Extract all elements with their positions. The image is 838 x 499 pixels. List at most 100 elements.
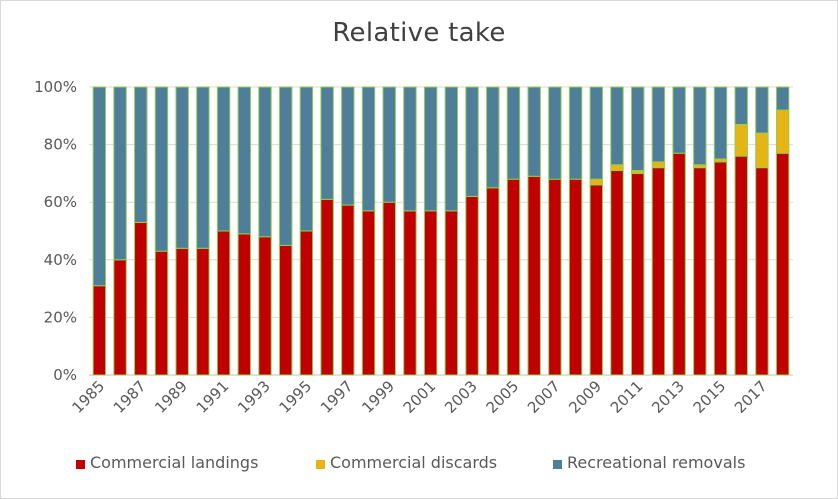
bar-segment: Commercial landings 1999: 60% [382,201,396,376]
x-tick-label: 1999 [358,377,398,417]
bar-segment: Commercial landings 1988: 43% [154,250,169,376]
bar-segment: Recreational removals 2000: 43% [403,86,417,212]
x-tick-label: 2007 [524,377,564,417]
bar-segment: Recreational removals 1991: 50% [216,86,231,232]
bar-segment: Commercial landings 1996: 61% [320,198,334,376]
bar-segment: Commercial discards 2017: 12% [755,132,769,169]
x-tick-label: 1991 [193,377,233,417]
bar-segment: Recreational removals 2015: 25% [713,86,728,160]
bar-segment: Recreational removals 2017: 16% [755,86,769,134]
bar-segment: Recreational removals 2007: 32% [548,86,562,180]
bar-segment: Recreational removals 1998: 43% [361,86,376,212]
bar-segment: Recreational removals 2009: 32% [589,86,604,180]
bar-segment: Commercial landings 2013: 77% [672,152,686,376]
bar-segment: Commercial landings 2000: 57% [403,210,417,376]
bar-segment: Recreational removals 2005: 32% [506,86,521,180]
bar-segment: Commercial discards 2012: 2% [651,161,666,169]
x-tick-label: 1993 [234,377,274,417]
bar-segment: Recreational removals 1994: 55% [278,86,293,246]
chart-title: Relative take [332,18,506,48]
bar-segment: Commercial landings 2014: 72% [693,167,707,376]
x-tick-label: 2005 [483,377,523,417]
y-tick-label: 0% [53,366,77,384]
bar-segment: Commercial discards 2010: 2% [610,164,624,172]
x-tick-label: 1995 [276,377,316,417]
bar-segment: Commercial landings 1986: 40% [113,259,127,376]
bar-segment: Recreational removals 2012: 26% [651,86,666,163]
bar-segment: Commercial landings 1993: 48% [258,236,272,376]
bar-segment: Commercial landings 1991: 50% [216,230,231,376]
bar-segment: Commercial landings 1985: 31% [92,285,107,376]
legend-label: Commercial landings [90,453,258,472]
bar-segment: Commercial discards 2018: 15% [775,109,790,154]
bar-segment: Recreational removals 2003: 38% [465,86,479,197]
bar-segment: Commercial landings 2009: 66% [589,184,604,376]
bar-segment: Recreational removals 1992: 51% [237,86,252,235]
bar-segment: Recreational removals 1999: 40% [382,86,396,203]
bar-segment: Recreational removals 2004: 35% [486,86,500,189]
x-tick-label: 1987 [110,377,150,417]
bar-segment: Commercial landings 2017: 72% [755,167,769,376]
x-tick-label: 2003 [441,377,481,417]
x-tick-label: 2015 [690,377,730,417]
bar-segment: Commercial discards 2009: 2% [589,178,604,186]
legend-swatch [553,460,562,469]
bar-segment: Recreational removals 2006: 31% [527,86,541,177]
bar-segment: Commercial landings 2015: 74% [713,161,728,376]
y-tick-label: 40% [44,251,77,269]
x-tick-label: 2013 [648,377,688,417]
x-tick-label: 2017 [731,377,771,417]
bar-segment: Commercial landings 2001: 57% [423,210,438,376]
bar-segment: Recreational removals 1993: 52% [258,86,272,238]
bar-segment: Commercial landings 1997: 59% [341,204,355,376]
bar-segment: Commercial landings 2011: 70% [630,172,645,376]
y-tick-label: 100% [34,78,77,96]
bar-segment: Recreational removals 1997: 41% [341,86,355,206]
bar-segment: Recreational removals 1990: 56% [196,86,210,249]
bar-segment: Commercial landings 2004: 65% [486,187,500,376]
bar-segment: Recreational removals 1989: 56% [175,86,189,249]
x-tick-label: 1989 [151,377,191,417]
bar-segment: Recreational removals 2018: 8% [775,86,790,111]
legend-label: Commercial discards [330,453,497,472]
bar-segment: Commercial landings 1987: 53% [134,221,148,376]
bar-segment: Commercial landings 1995: 50% [299,230,314,376]
bar-segment: Recreational removals 1995: 50% [299,86,314,232]
bar-segment: Commercial landings 2018: 77% [775,152,790,376]
bar-segment: Recreational removals 2001: 43% [423,86,438,212]
y-tick-label: 60% [44,193,77,211]
x-tick-label: 1997 [317,377,357,417]
legend-swatch [316,460,325,469]
bar-segment: Commercial landings 2016: 76% [734,155,748,376]
bar-segment: Commercial landings 1998: 57% [361,210,376,376]
x-tick-label: 2001 [400,377,440,417]
legend-swatch [76,460,85,469]
bar-segment: Recreational removals 2016: 13% [734,86,748,125]
bar-segment: Commercial landings 2003: 62% [465,195,479,376]
bar-segment: Commercial landings 2010: 71% [610,170,624,376]
bar-segment: Recreational removals 1988: 57% [154,86,169,252]
bar-segment: Recreational removals 2011: 29% [630,86,645,172]
bar-segment: Commercial landings 2008: 68% [568,178,583,376]
x-tick-label: 2011 [607,377,647,417]
bar-segment: Commercial landings 1992: 49% [237,233,252,376]
bar-segment: Commercial landings 1990: 44% [196,247,210,376]
y-tick-label: 20% [44,308,77,326]
bar-segment: Recreational removals 1985: 69% [92,86,107,287]
bar-segment: Commercial landings 2006: 69% [527,175,541,376]
bar-segment: Recreational removals 1987: 47% [134,86,148,223]
bar-segment: Commercial landings 1994: 45% [278,244,293,376]
bar-segment: Recreational removals 1986: 60% [113,86,127,261]
bar-segment: Commercial landings 2005: 68% [506,178,521,376]
legend-label: Recreational removals [567,453,745,472]
bar-segment: Commercial discards 2016: 11% [734,123,748,157]
bar-segment: Commercial landings 2002: 57% [444,210,459,376]
bar-segment: Recreational removals 2014: 27% [693,86,707,166]
bar-segment: Recreational removals 2008: 32% [568,86,583,180]
bar-segment: Commercial landings 2012: 72% [651,167,666,376]
bar-segment: Recreational removals 2010: 27% [610,86,624,166]
x-tick-label: 2009 [565,377,605,417]
bar-segment: Commercial landings 1989: 44% [175,247,189,376]
y-tick-label: 80% [44,136,77,154]
